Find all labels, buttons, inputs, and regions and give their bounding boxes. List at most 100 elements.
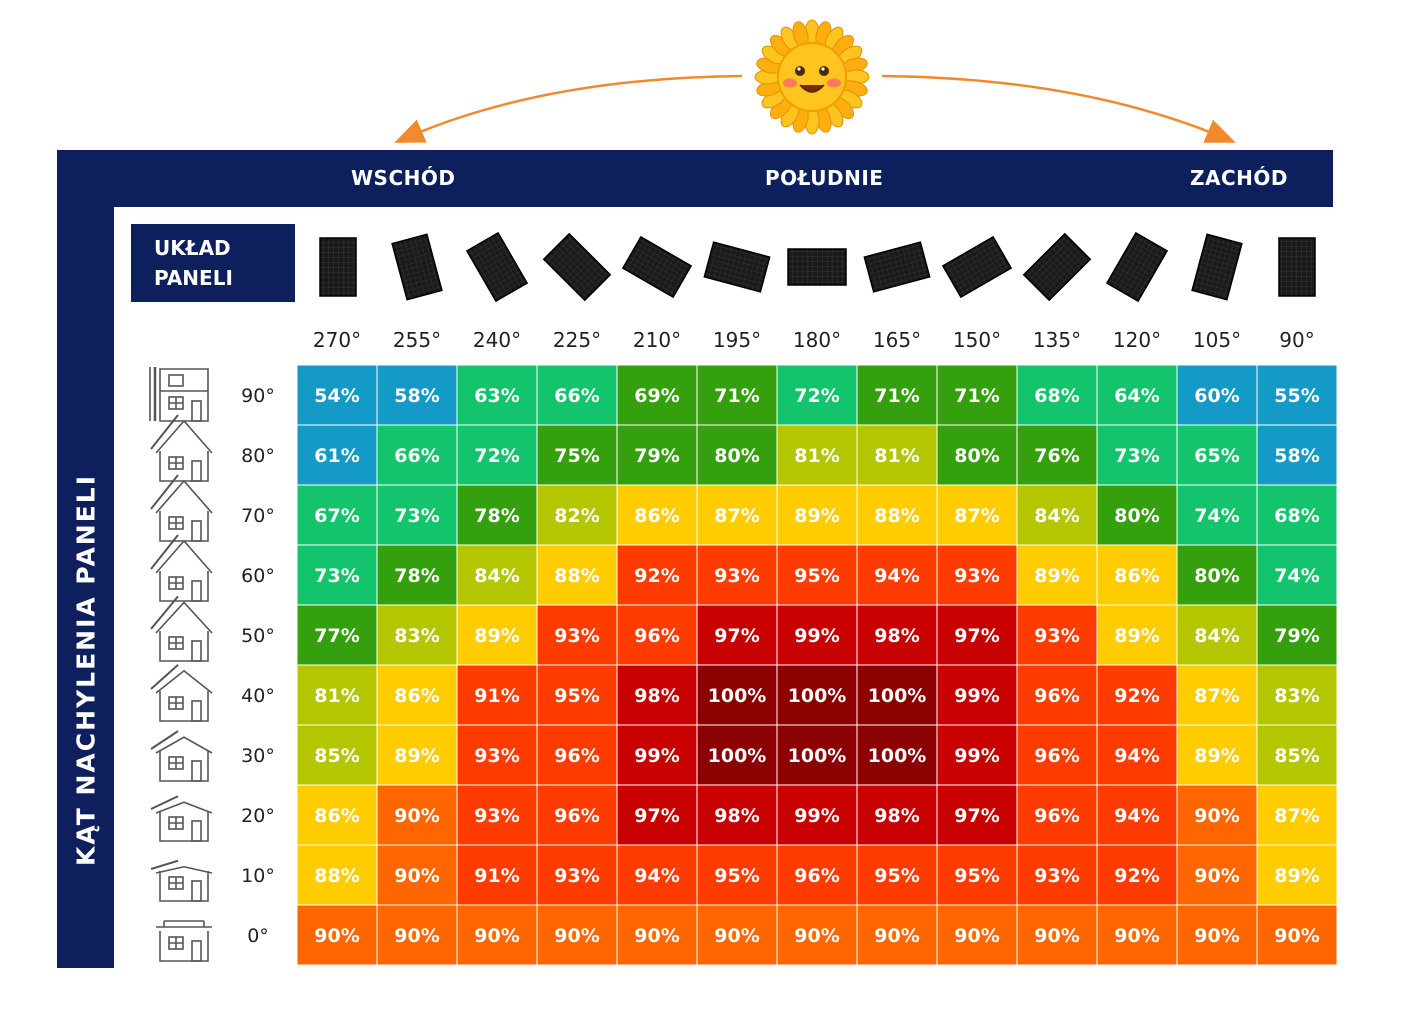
heatmap-cell xyxy=(1016,484,1098,546)
heatmap-cell-label: 77% xyxy=(314,625,359,647)
heatmap-cell-label: 97% xyxy=(954,805,999,827)
heatmap-cell xyxy=(1256,664,1338,726)
heatmap-cell xyxy=(936,364,1018,426)
heatmap-cell-label: 96% xyxy=(1034,685,1079,707)
y-tick-label: 10° xyxy=(241,865,275,887)
y-tick-label: 50° xyxy=(241,625,275,647)
heatmap-cell xyxy=(936,484,1018,546)
heatmap-cell-label: 100% xyxy=(708,685,767,707)
heatmap-cell-label: 98% xyxy=(874,625,919,647)
heatmap-cell xyxy=(856,424,938,486)
y-tick-label: 60° xyxy=(241,565,275,587)
heatmap-cell-label: 80% xyxy=(714,445,759,467)
heatmap-cell xyxy=(1256,904,1338,966)
heatmap-cell-label: 81% xyxy=(874,445,919,467)
direction-east-label: WSCHÓD xyxy=(351,166,456,190)
heatmap-cell-label: 79% xyxy=(1274,625,1319,647)
solar-panel-icon xyxy=(703,241,771,293)
heatmap-cell-label: 99% xyxy=(794,805,839,827)
heatmap-cell-label: 78% xyxy=(394,565,439,587)
heatmap-cell-label: 93% xyxy=(554,625,599,647)
solar-panel-icon xyxy=(465,231,529,303)
heatmap-cell xyxy=(856,664,938,726)
heatmap-cell xyxy=(296,544,378,606)
heatmap-cell-label: 76% xyxy=(1034,445,1079,467)
heatmap-cell xyxy=(296,424,378,486)
heatmap-cell xyxy=(1256,364,1338,426)
heatmap-cell-label: 94% xyxy=(1114,805,1159,827)
heatmap-cell-label: 87% xyxy=(1194,685,1239,707)
x-tick-label: 225° xyxy=(553,328,601,352)
x-tick-label: 210° xyxy=(633,328,681,352)
heatmap-cell xyxy=(616,364,698,426)
heatmap-cell-label: 93% xyxy=(474,745,519,767)
heatmap-cell xyxy=(296,724,378,786)
heatmap-cell-label: 71% xyxy=(874,385,919,407)
heatmap-cell xyxy=(296,484,378,546)
heatmap-cell xyxy=(856,484,938,546)
heatmap-cell xyxy=(296,664,378,726)
heatmap-cell xyxy=(1016,724,1098,786)
heatmap-cell-label: 60% xyxy=(1194,385,1239,407)
heatmap-cell-label: 78% xyxy=(474,505,519,527)
heatmap-cell-label: 90% xyxy=(1114,925,1159,947)
heatmap-cell xyxy=(1016,604,1098,666)
heatmap-cell-label: 98% xyxy=(634,685,679,707)
heatmap-cell xyxy=(1256,784,1338,846)
heatmap-cell-label: 73% xyxy=(314,565,359,587)
heatmap-cell-label: 86% xyxy=(394,685,439,707)
heatmap-cell xyxy=(536,604,618,666)
heatmap-cell xyxy=(1256,424,1338,486)
house-icon xyxy=(150,595,213,662)
panel-layout-row xyxy=(319,231,1316,303)
solar-panel-icon xyxy=(621,235,693,299)
heatmap-cell xyxy=(696,364,778,426)
heatmap-cell xyxy=(1176,484,1258,546)
heatmap-cell xyxy=(776,364,858,426)
heatmap-cell xyxy=(536,364,618,426)
heatmap-cell xyxy=(1016,424,1098,486)
heatmap-cell xyxy=(376,904,458,966)
heatmap-cell-label: 90% xyxy=(394,805,439,827)
solar-panel-icon xyxy=(1191,233,1243,301)
heatmap-cell-label: 87% xyxy=(1274,805,1319,827)
house-icon xyxy=(156,920,212,962)
heatmap-cell xyxy=(696,484,778,546)
heatmap-cell xyxy=(936,904,1018,966)
heatmap-cell-label: 92% xyxy=(634,565,679,587)
heatmap-cell-label: 89% xyxy=(394,745,439,767)
heatmap-cell xyxy=(936,784,1018,846)
heatmap-cell xyxy=(1096,484,1178,546)
heatmap-cell-label: 74% xyxy=(1274,565,1319,587)
x-tick-label: 195° xyxy=(713,328,761,352)
heatmap-cell-label: 97% xyxy=(634,805,679,827)
y-tick-label: 40° xyxy=(241,685,275,707)
heatmap-cell-label: 93% xyxy=(714,565,759,587)
heatmap-cell-label: 100% xyxy=(788,685,847,707)
heatmap-cell xyxy=(1096,844,1178,906)
solar-panel-icon xyxy=(941,235,1013,299)
solar-panel-icon xyxy=(1022,232,1092,302)
heatmap-cell-label: 83% xyxy=(1274,685,1319,707)
heatmap-cell-label: 91% xyxy=(474,685,519,707)
x-tick-label: 120° xyxy=(1113,328,1161,352)
heatmap-cell-label: 81% xyxy=(314,685,359,707)
solar-panel-icon xyxy=(1278,237,1316,297)
heatmap-cell xyxy=(936,544,1018,606)
direction-header-band xyxy=(57,150,1333,207)
heatmap-cell xyxy=(1096,424,1178,486)
heatmap-cell-label: 93% xyxy=(474,805,519,827)
y-tick-label: 80° xyxy=(241,445,275,467)
heatmap-cell-label: 86% xyxy=(314,805,359,827)
heatmap-cell-label: 93% xyxy=(1034,625,1079,647)
heatmap-cell-label: 90% xyxy=(554,925,599,947)
house-icon xyxy=(150,859,213,902)
heatmap-cell xyxy=(936,664,1018,726)
house-icon xyxy=(150,730,213,782)
panel-layout-label-line2: PANELI xyxy=(154,266,233,290)
heatmap-cell-label: 93% xyxy=(554,865,599,887)
heatmap-cell-label: 95% xyxy=(794,565,839,587)
heatmap-cell-label: 90% xyxy=(394,925,439,947)
heatmap-cell xyxy=(536,664,618,726)
